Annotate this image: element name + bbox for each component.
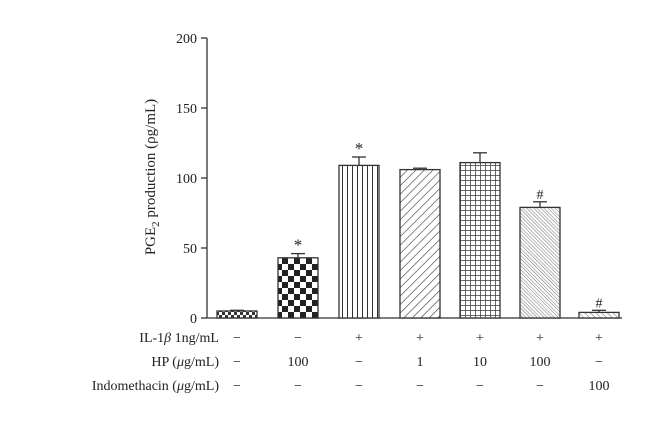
bars-group: * * # # [216, 139, 620, 319]
bar [338, 164, 380, 319]
condition-value: − [233, 379, 241, 394]
bar [216, 310, 258, 319]
y-tick-label: 50 [183, 242, 197, 257]
bar [459, 161, 501, 319]
condition-value: + [595, 331, 603, 346]
condition-value: + [355, 331, 363, 346]
y-axis-label-sub: 2 [150, 221, 162, 227]
condition-table: IL-1β 1ng/mL − − + + + + +HP (μg/mL) −100−1 10 100… [92, 331, 610, 394]
condition-value: 10 [473, 355, 487, 370]
condition-value: − [355, 355, 363, 370]
condition-value: − [233, 331, 241, 346]
condition-row-label: Indomethacin (μg/mL) [92, 379, 220, 394]
y-tick-label: 0 [190, 312, 197, 327]
condition-value: 100 [288, 355, 309, 370]
condition-value: − [233, 355, 241, 370]
y-tick-label: 150 [176, 102, 197, 117]
condition-row-label: IL-1β 1ng/mL [139, 331, 219, 346]
condition-value: − [355, 379, 363, 394]
condition-value: − [536, 379, 544, 394]
y-axis-label: PGE2 production (ρg/mL) [143, 99, 162, 255]
y-tick-label: 100 [176, 172, 197, 187]
condition-value: + [536, 331, 544, 346]
condition-value: − [595, 355, 603, 370]
bar [578, 311, 620, 319]
condition-value: + [476, 331, 484, 346]
condition-value: − [294, 331, 302, 346]
y-axis-label-rest: production (ρg/mL) [143, 99, 159, 221]
significance-mark: * [294, 236, 303, 255]
significance-mark: * [355, 139, 364, 158]
bar [519, 206, 561, 319]
condition-value: 100 [530, 355, 551, 370]
condition-value: + [416, 331, 424, 346]
y-axis-label-main: PGE [143, 227, 159, 255]
condition-value: 100 [589, 379, 610, 394]
condition-value: − [294, 379, 302, 394]
significance-mark: # [596, 296, 603, 311]
significance-mark: # [537, 188, 544, 203]
y-tick-label: 200 [176, 32, 197, 47]
bar [277, 257, 319, 319]
condition-value: 1 [417, 355, 424, 370]
condition-value: − [476, 379, 484, 394]
condition-value: − [416, 379, 424, 394]
condition-row-label: HP (μg/mL) [151, 355, 219, 370]
bar [399, 168, 441, 319]
